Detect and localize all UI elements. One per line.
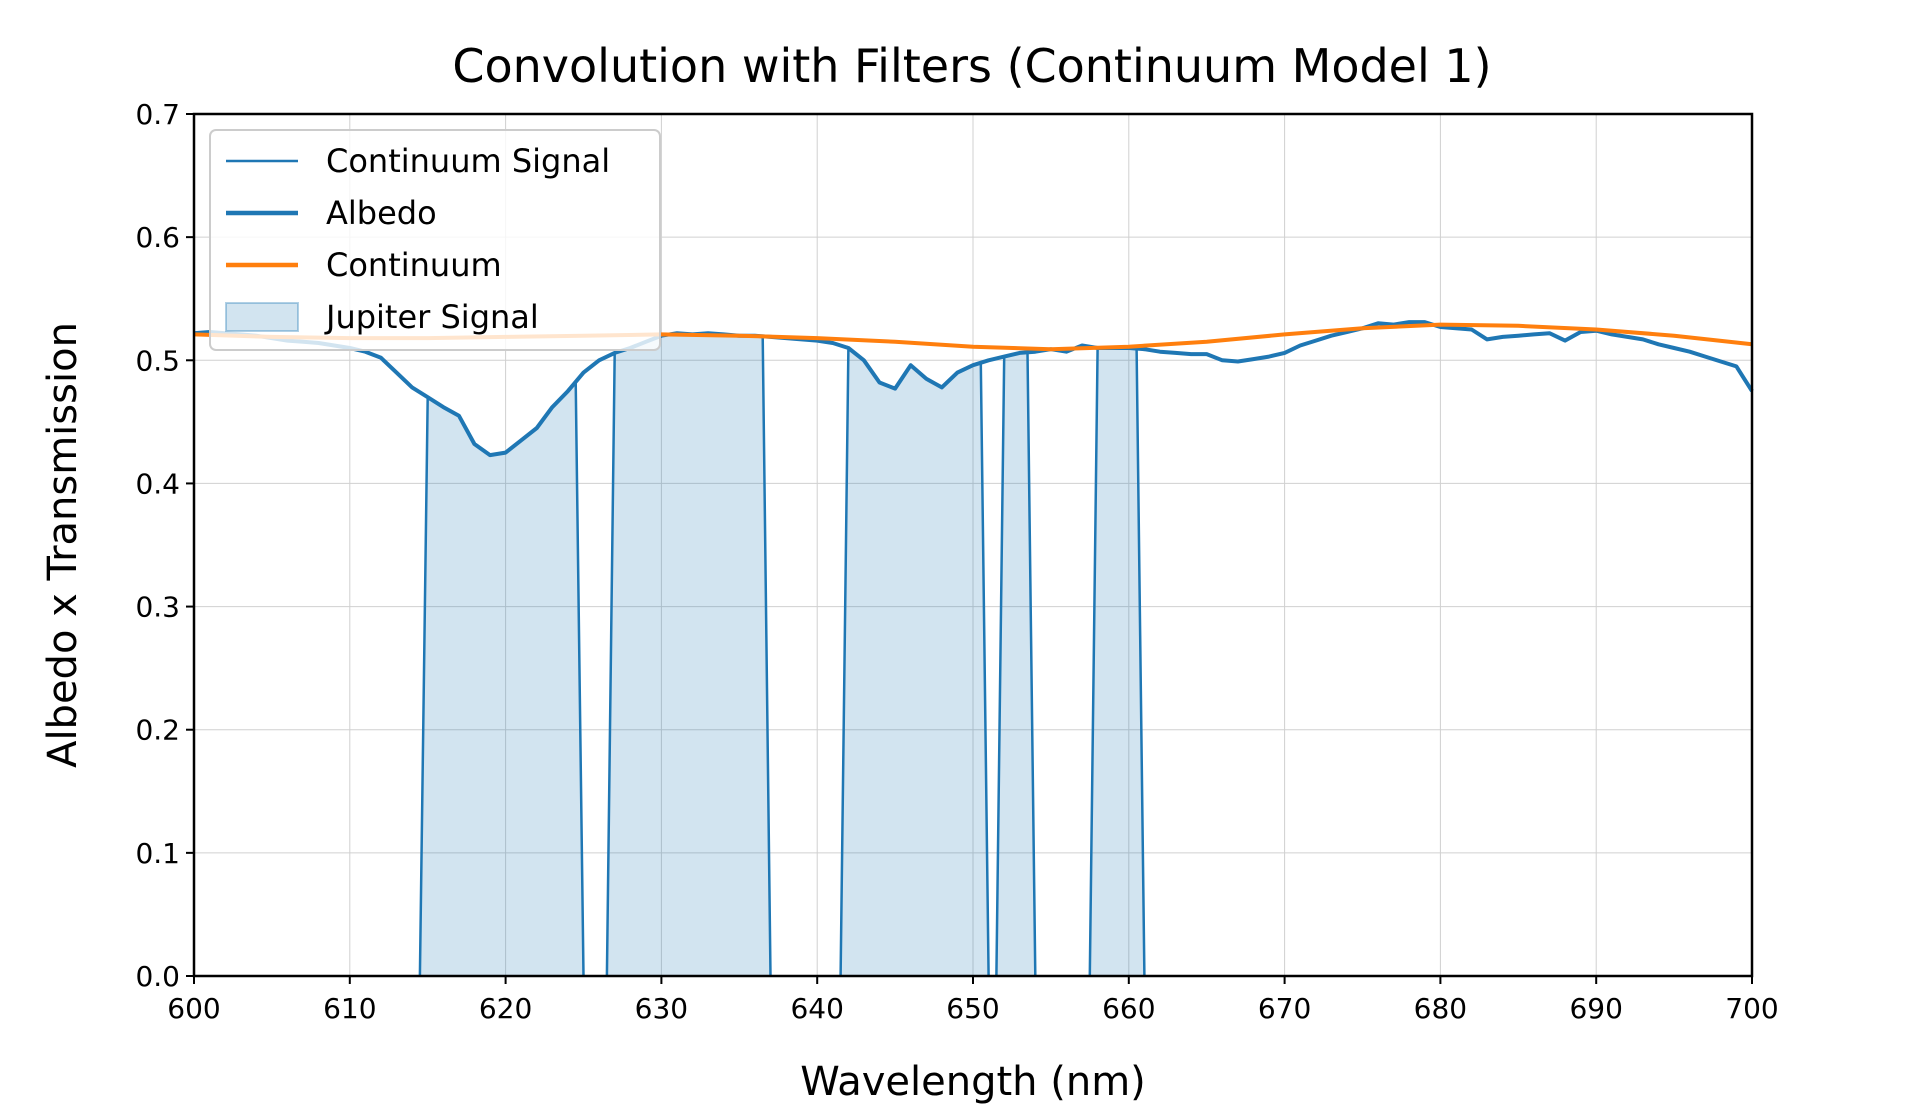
jupiter-signal-band xyxy=(606,333,771,976)
filter-bands xyxy=(418,331,1146,977)
legend-label-jupiter-signal: Jupiter Signal xyxy=(324,298,539,336)
jupiter-signal-band xyxy=(1089,348,1145,976)
axis-ticks: 600 610 620 630 640 650 660 670 680 690 700 0.0 0.1 0… xyxy=(135,98,1778,1025)
legend-label-continuum-signal: Continuum Signal xyxy=(326,142,610,180)
x-tick-label: 660 xyxy=(1102,992,1155,1025)
albedo-line xyxy=(193,320,1754,458)
x-tick-label: 650 xyxy=(946,992,999,1025)
y-tick-label: 0.2 xyxy=(135,714,180,747)
y-tick-label: 0.0 xyxy=(135,960,180,993)
y-tick-label: 0.6 xyxy=(135,221,180,254)
y-tick-label: 0.5 xyxy=(135,344,180,377)
x-tick-label: 620 xyxy=(479,992,532,1025)
x-tick-label: 600 xyxy=(167,992,220,1025)
x-tick-label: 630 xyxy=(635,992,688,1025)
chart-title: Convolution with Filters (Continuum Mode… xyxy=(452,39,1491,93)
x-tick-label: 690 xyxy=(1569,992,1622,1025)
jupiter-signal-band xyxy=(419,381,584,976)
y-tick-label: 0.3 xyxy=(135,591,180,624)
y-tick-label: 0.7 xyxy=(135,98,180,131)
jupiter-signal-band xyxy=(996,352,1036,976)
x-tick-label: 700 xyxy=(1725,992,1778,1025)
x-axis-label: Wavelength (nm) xyxy=(800,1059,1146,1105)
legend-box xyxy=(209,129,661,351)
x-tick-label: 610 xyxy=(323,992,376,1025)
legend-swatch-jupiter-signal xyxy=(225,302,299,332)
y-tick-label: 0.4 xyxy=(135,467,180,500)
x-tick-label: 680 xyxy=(1414,992,1467,1025)
legend-label-continuum: Continuum xyxy=(326,246,502,284)
legend-label-albedo: Albedo xyxy=(326,194,437,232)
x-tick-label: 670 xyxy=(1258,992,1311,1025)
legend: Continuum Signal Albedo Continuum Jupiter S… xyxy=(209,129,661,351)
y-tick-label: 0.1 xyxy=(135,837,180,870)
y-axis-label: Albedo x Transmission xyxy=(40,322,86,768)
jupiter-signal-band xyxy=(840,348,989,976)
x-tick-label: 640 xyxy=(790,992,843,1025)
